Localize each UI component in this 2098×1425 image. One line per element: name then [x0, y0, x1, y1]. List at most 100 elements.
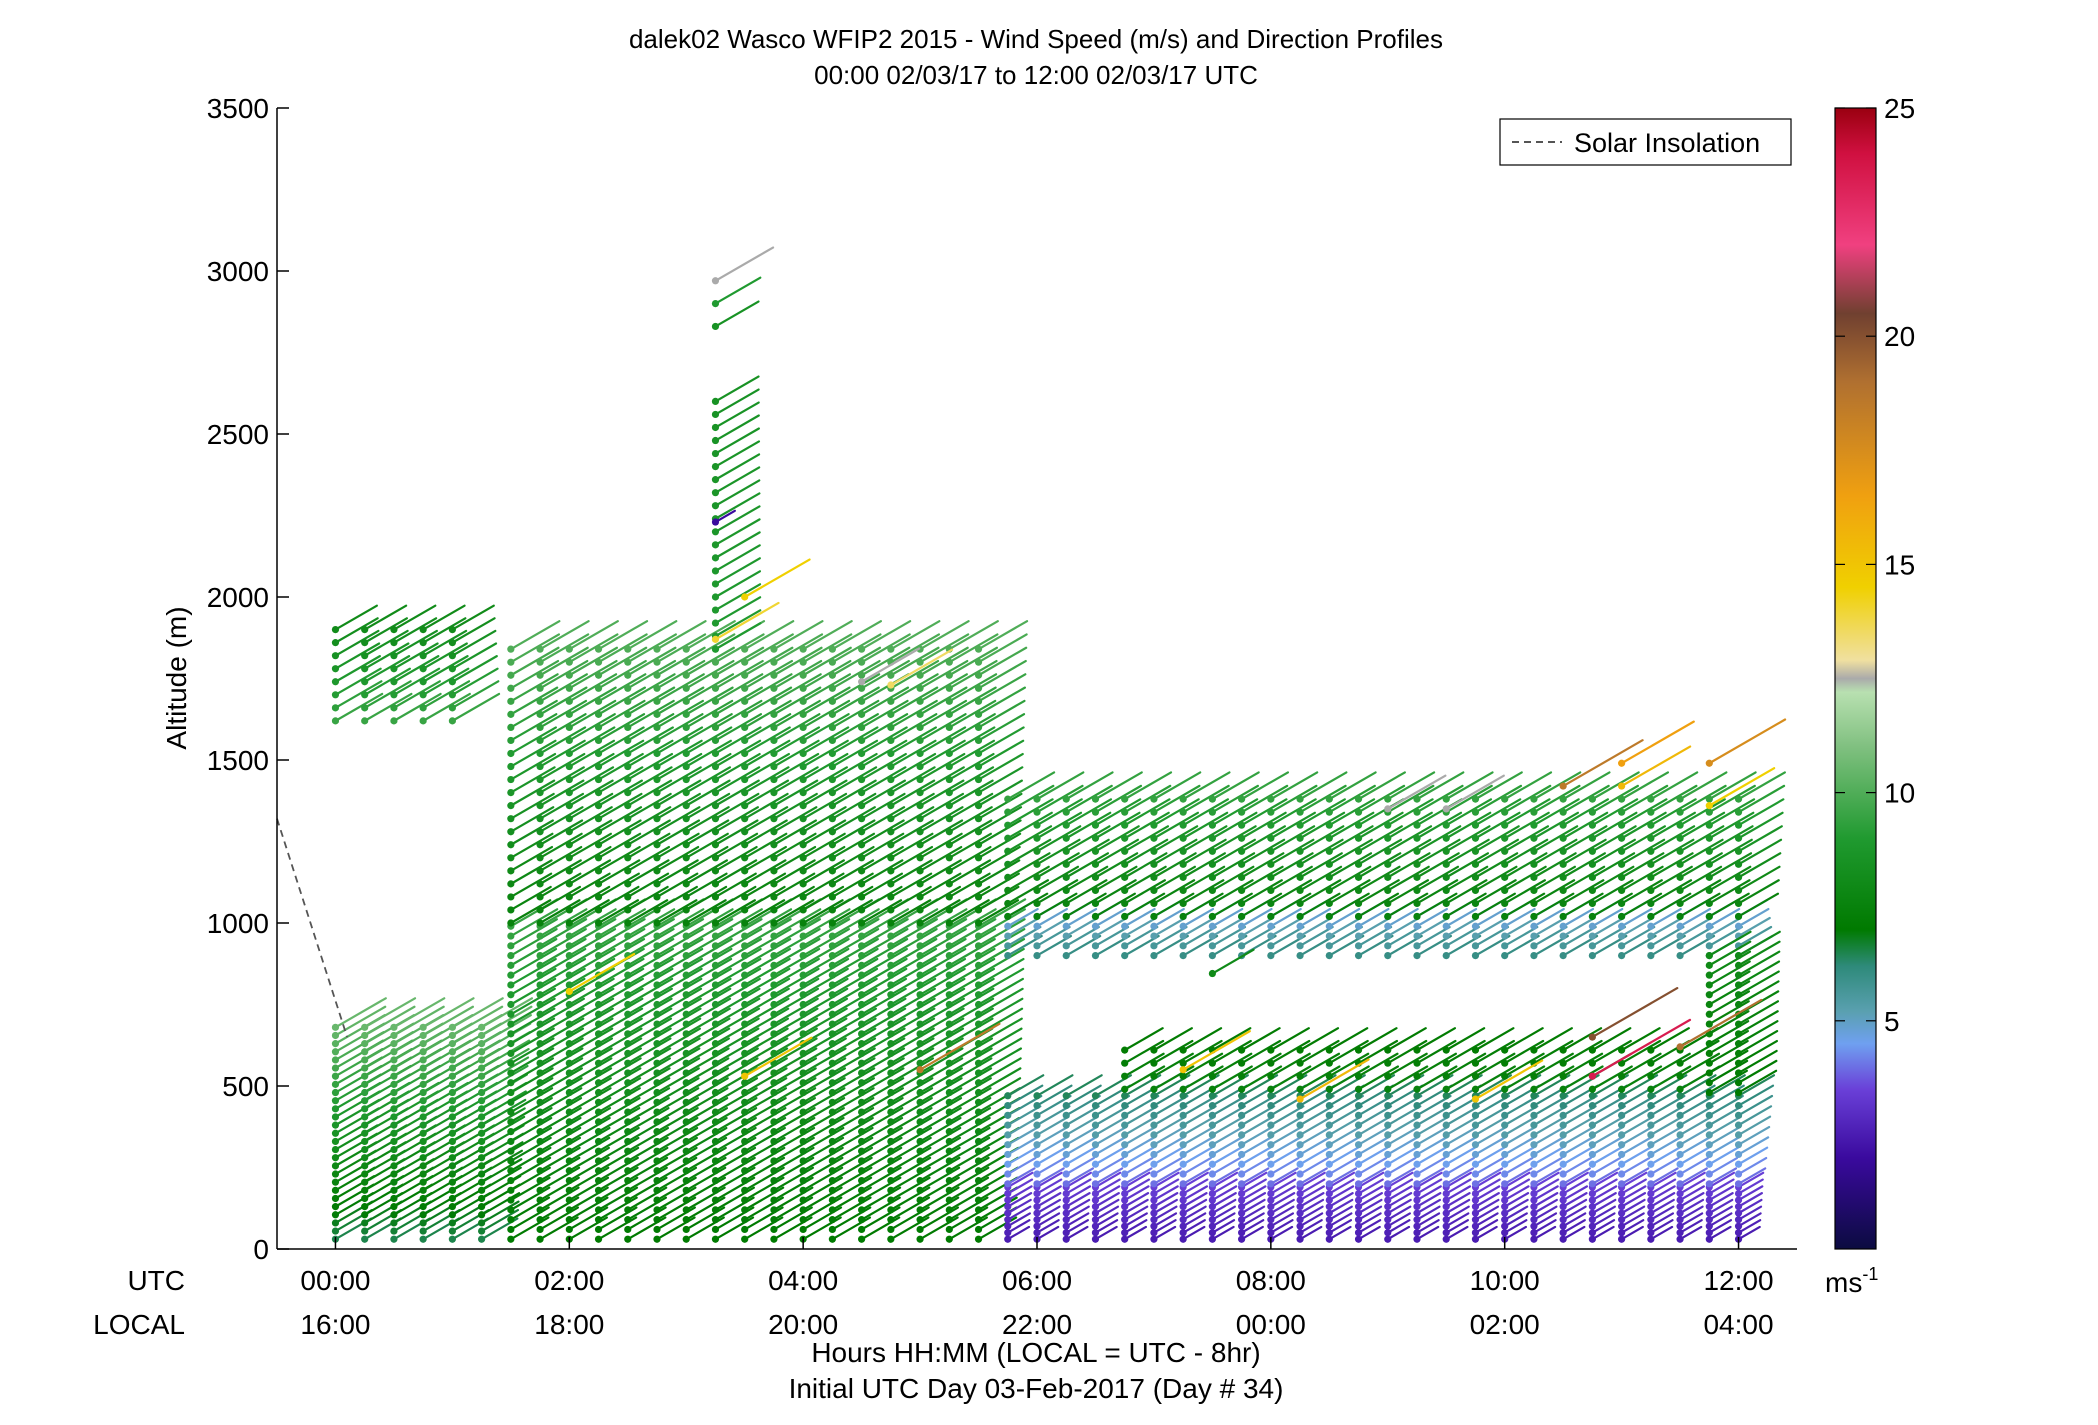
wind-barb-point	[828, 736, 836, 745]
wind-barb-point	[390, 1023, 398, 1031]
wind-barb-shaft	[1269, 771, 1319, 801]
wind-barb-point	[770, 1049, 778, 1057]
wind-barb-point	[1150, 1180, 1158, 1188]
wind-barb-point	[594, 1128, 603, 1136]
wind-barb-shaft	[714, 1087, 758, 1114]
wind-barb-shaft	[1649, 1065, 1692, 1091]
wind-barb-point	[478, 1129, 486, 1137]
wind-barb-point	[361, 1129, 369, 1137]
y-axis-label: Altitude (m)	[161, 606, 192, 749]
wind-barb-point	[1734, 834, 1743, 842]
wind-barb-point	[1413, 932, 1421, 940]
wind-barb-shaft	[714, 633, 765, 664]
wind-barb-point	[1091, 1101, 1100, 1110]
wind-barb-point	[1588, 808, 1596, 816]
wind-barb-point	[565, 1098, 573, 1106]
wind-barb-point	[1091, 1131, 1100, 1139]
wind-barb-point	[536, 697, 544, 705]
wind-barb-point	[331, 1023, 340, 1031]
wind-barb-shaft	[1532, 1052, 1574, 1078]
wind-barb-point	[594, 775, 603, 784]
wind-barb-shaft	[480, 1014, 532, 1045]
wind-barb-shaft	[1708, 767, 1776, 807]
wind-barb-shaft	[1532, 1171, 1560, 1189]
wind-barb-point	[594, 919, 603, 927]
wind-barb-point	[974, 1157, 983, 1165]
wind-barb-shaft	[1503, 907, 1536, 928]
wind-barb-point	[1705, 912, 1713, 921]
wind-barb-point	[770, 762, 778, 771]
wind-barb-point	[974, 867, 983, 875]
wind-barb-point	[711, 1206, 720, 1214]
wind-barb-point	[741, 971, 749, 979]
wind-barb-shaft	[1094, 1219, 1119, 1234]
wind-barb-point	[331, 1121, 340, 1129]
wind-barb-shaft	[831, 1057, 876, 1084]
wind-barb-point	[1501, 1222, 1509, 1230]
wind-barb-point	[594, 1079, 603, 1087]
wind-barb-shaft	[509, 1057, 555, 1084]
wind-barb-point	[565, 1206, 573, 1214]
wind-barb-shaft	[918, 752, 966, 781]
wind-barb-point	[1618, 1131, 1626, 1139]
wind-barb-point	[594, 802, 603, 810]
wind-barb-shaft	[1123, 1027, 1164, 1052]
wind-barb-point	[1150, 834, 1158, 842]
wind-barb-shaft	[538, 806, 584, 833]
wind-barb-shaft	[743, 1087, 788, 1114]
wind-barb-point	[448, 1023, 456, 1031]
wind-barb-point	[448, 1162, 456, 1170]
wind-barb-shaft	[1035, 925, 1071, 947]
wind-barb-point	[1384, 1203, 1392, 1211]
wind-barb-point	[858, 1196, 866, 1204]
wind-barb-shaft	[1503, 879, 1546, 905]
wind-barb-shaft	[772, 899, 815, 925]
wind-barb-point	[536, 952, 544, 960]
wind-barb-shaft	[568, 885, 611, 912]
wind-barb-shaft	[1094, 825, 1140, 853]
wind-barb-shaft	[1386, 1146, 1418, 1166]
wind-barb-shaft	[802, 766, 848, 794]
wind-barb-point	[1530, 1046, 1538, 1054]
wind-barb-shaft	[1152, 1171, 1180, 1189]
wind-barb-shaft	[334, 604, 378, 631]
wind-barb-point	[1413, 1170, 1421, 1178]
wind-barb-point	[858, 841, 866, 849]
wind-barb-shaft	[480, 1090, 527, 1119]
wind-barb-shaft	[1708, 1105, 1743, 1127]
wind-barb-point	[1179, 899, 1187, 908]
wind-barb-shaft	[626, 739, 674, 768]
wind-barb-shaft	[1562, 892, 1604, 918]
wind-barb-shaft	[889, 659, 940, 690]
wind-barb-point	[711, 463, 720, 471]
wind-barb-point	[799, 1088, 807, 1097]
wind-barb-point	[887, 1128, 895, 1136]
wind-barb-shaft	[714, 957, 762, 987]
wind-barb-point	[1384, 1170, 1392, 1178]
wind-barb-shaft	[655, 1146, 698, 1172]
wind-barb-shaft	[802, 792, 848, 820]
wind-barb-shaft	[597, 1017, 643, 1045]
wind-barb-point	[887, 1137, 895, 1146]
wind-barb-point	[1150, 1170, 1158, 1178]
wind-barb-shaft	[1737, 907, 1770, 928]
wind-barb-point	[1647, 860, 1655, 868]
wind-barb-point	[1559, 782, 1567, 790]
wind-barb-shaft	[948, 872, 991, 899]
wind-barb-shaft	[1562, 1052, 1604, 1078]
wind-barb-point	[419, 1064, 427, 1072]
wind-barb-shaft	[977, 1067, 1022, 1094]
wind-barb-shaft	[714, 300, 760, 328]
wind-barb-shaft	[1065, 1084, 1102, 1107]
wind-barb-point	[1004, 1170, 1012, 1178]
wind-barb-point	[1442, 1131, 1450, 1139]
wind-barb-point	[828, 919, 836, 927]
wind-barb-point	[1091, 1160, 1100, 1168]
wind-barb-point	[1121, 795, 1129, 803]
wind-barb-shaft	[1152, 865, 1196, 892]
wind-barb-point	[1354, 1160, 1363, 1168]
wind-barb-shaft	[480, 1107, 526, 1135]
chart-title: dalek02 Wasco WFIP2 2015 - Wind Speed (m…	[629, 24, 1443, 54]
wind-barb-shaft	[1123, 892, 1166, 918]
wind-barb-point	[1121, 1150, 1129, 1159]
